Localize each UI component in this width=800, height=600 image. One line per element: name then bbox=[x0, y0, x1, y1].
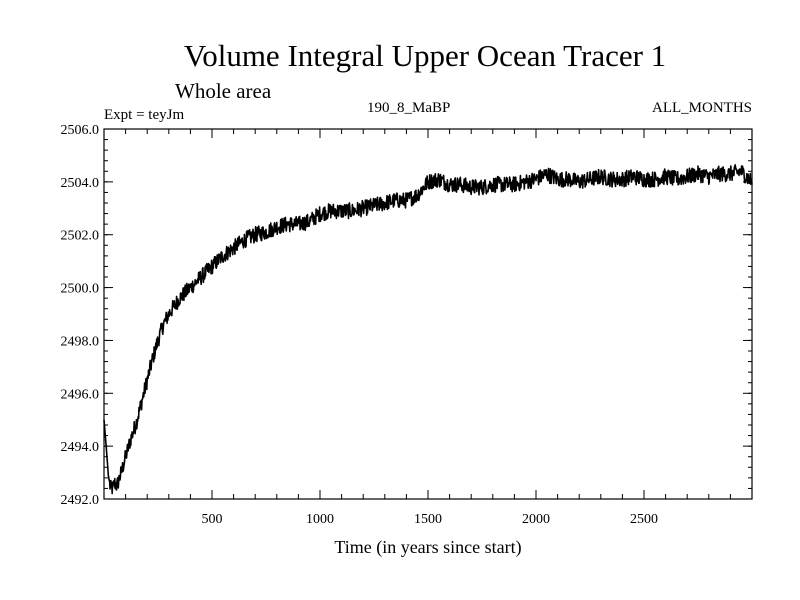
chart-title: Volume Integral Upper Ocean Tracer 1 bbox=[184, 38, 666, 73]
months-label: ALL_MONTHS bbox=[652, 100, 752, 116]
y-tick-label: 2492.0 bbox=[61, 493, 100, 508]
series-line-tracer-1 bbox=[103, 164, 753, 495]
x-axis-label: Time (in years since start) bbox=[334, 537, 521, 558]
x-tick-label: 2000 bbox=[522, 512, 550, 527]
chart-subtitle: Whole area bbox=[175, 79, 272, 103]
y-tick-label: 2500.0 bbox=[61, 282, 100, 297]
x-tick-label: 2500 bbox=[630, 512, 658, 527]
x-tick-label: 500 bbox=[202, 512, 223, 527]
y-tick-label: 2504.0 bbox=[61, 176, 100, 191]
y-tick-label: 2506.0 bbox=[61, 123, 100, 138]
x-axis: 500 1000 1500 2000 2500 bbox=[125, 129, 731, 527]
x-tick-label: 1000 bbox=[306, 512, 334, 527]
plot-area bbox=[103, 128, 753, 500]
y-tick-label: 2502.0 bbox=[61, 229, 100, 244]
y-tick-label: 2498.0 bbox=[61, 334, 100, 349]
y-tick-label: 2496.0 bbox=[61, 387, 100, 402]
y-axis: 2492.0 2494.0 2496.0 2498.0 2500.0 2502.0 2504… bbox=[61, 123, 752, 508]
x-tick-label: 1500 bbox=[414, 512, 442, 527]
run-label: 190_8_MaBP bbox=[367, 100, 450, 116]
y-tick-label: 2494.0 bbox=[61, 440, 100, 455]
expt-label: Expt = teyJm bbox=[104, 107, 184, 123]
